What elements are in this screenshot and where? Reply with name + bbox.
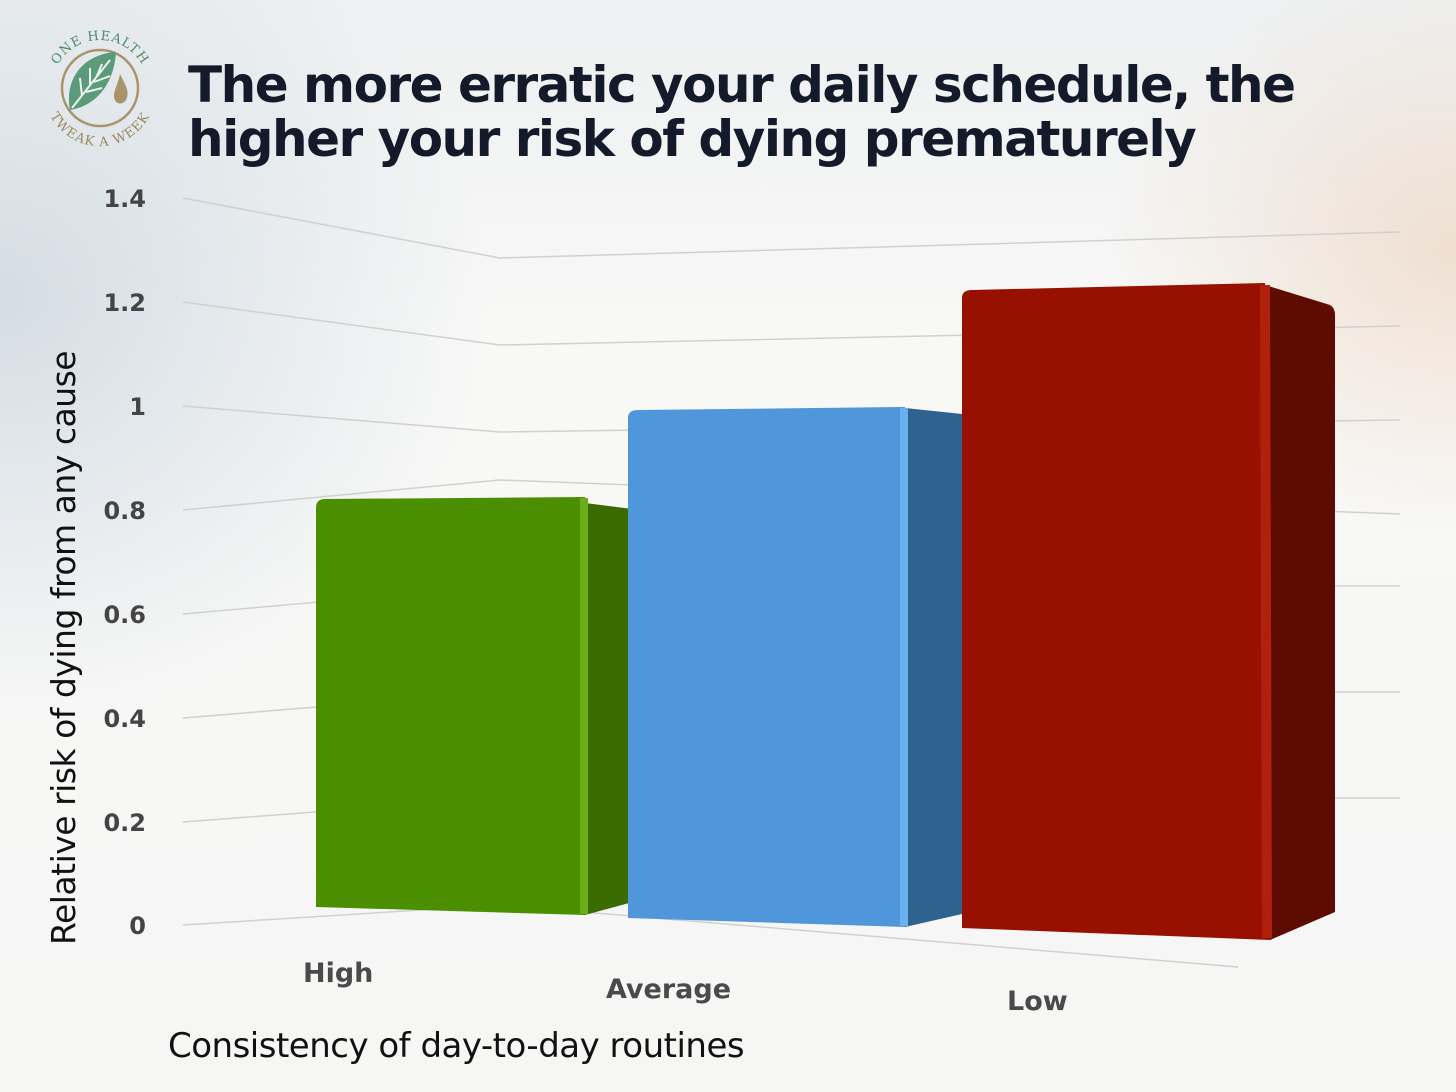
- bar-low: [962, 283, 1335, 940]
- y-axis-title: Relative risk of dying from any cause: [44, 350, 83, 945]
- x-tick-high: High: [303, 958, 374, 989]
- x-tick-low: Low: [1007, 986, 1068, 1017]
- x-axis-title: Consistency of day-to-day routines: [168, 1026, 745, 1066]
- bar-high: [316, 497, 640, 915]
- logo-one-health-tweak-a-week: ONE HEALTH TWEAK A WEEK: [47, 29, 153, 151]
- y-tick-1: 1: [129, 393, 146, 421]
- x-tick-average: Average: [606, 974, 732, 1005]
- y-tick-0-6: 0.6: [103, 601, 146, 629]
- chart-title: The more erratic your daily schedule, th…: [188, 56, 1296, 168]
- y-tick-0-8: 0.8: [103, 497, 146, 525]
- y-tick-0-4: 0.4: [103, 705, 146, 733]
- y-tick-0: 0: [129, 912, 146, 940]
- y-tick-0-2: 0.2: [103, 809, 146, 837]
- bar-average: [628, 407, 962, 927]
- y-tick-1-2: 1.2: [103, 289, 146, 317]
- water-drop-icon: [114, 74, 128, 104]
- y-tick-1-4: 1.4: [103, 185, 146, 213]
